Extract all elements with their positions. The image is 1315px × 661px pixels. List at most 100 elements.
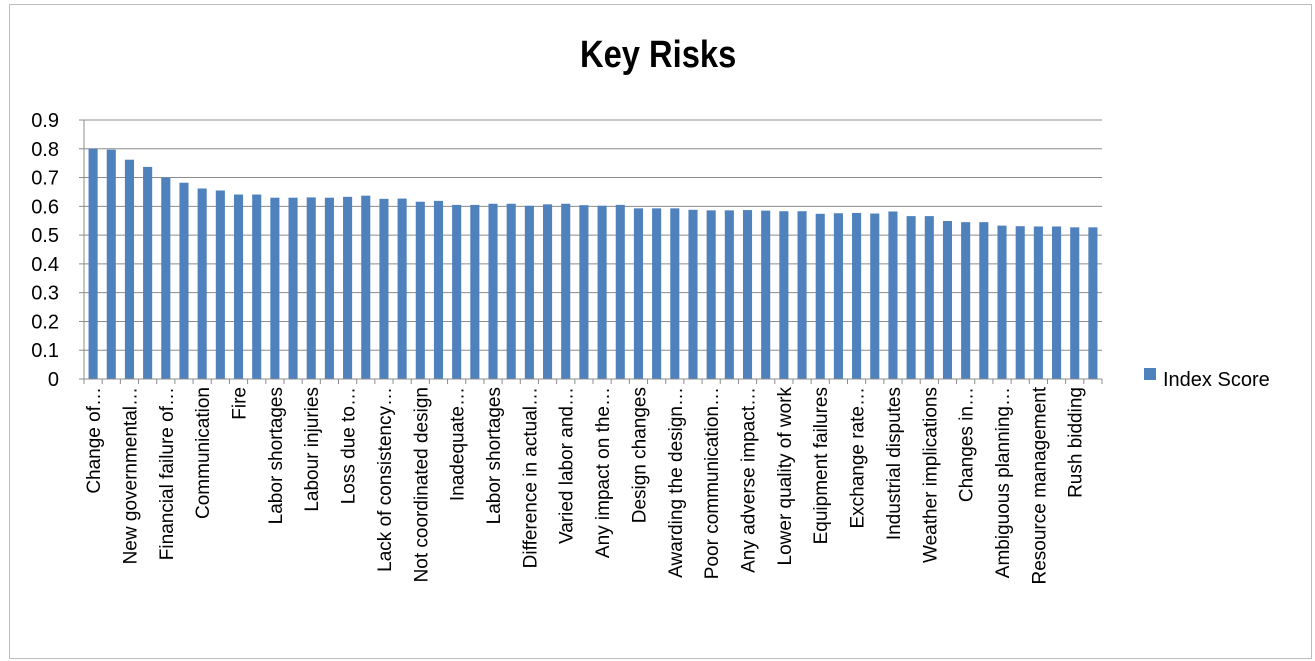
bar <box>106 149 116 379</box>
bar <box>706 210 716 379</box>
x-category-label: Rush bidding <box>1066 387 1087 498</box>
bar <box>452 204 462 379</box>
bar <box>761 210 771 379</box>
x-category-label: Industrial disputes <box>884 387 905 540</box>
x-category-label: Any impact on the… <box>593 387 614 558</box>
x-category-label: Labor shortages <box>484 387 505 524</box>
legend-label: Index Score <box>1163 369 1270 391</box>
x-category-label: Exchange rate… <box>848 387 869 529</box>
bar <box>670 208 680 379</box>
bar <box>306 197 316 379</box>
x-category-label: Any adverse impact… <box>739 387 760 573</box>
x-category-label: Varied labor and… <box>557 387 578 544</box>
bar <box>143 166 153 379</box>
bar <box>833 213 843 379</box>
bar <box>415 201 425 379</box>
x-category-label: New governmental… <box>120 387 141 564</box>
x-category-label: Difference in actual… <box>520 387 541 568</box>
bar <box>597 205 607 379</box>
x-category-label: Weather implications <box>920 387 941 563</box>
bar <box>361 195 371 379</box>
bar <box>197 188 207 379</box>
x-category-label: Not coordinated design <box>411 387 432 582</box>
bar <box>379 198 389 379</box>
bar <box>942 221 953 379</box>
bar <box>742 210 753 379</box>
bar <box>179 182 189 379</box>
y-tick-label: 0.9 <box>31 110 59 132</box>
bar <box>724 210 734 379</box>
y-tick-label: 0.2 <box>31 311 59 333</box>
bar <box>870 213 880 379</box>
bar <box>433 200 444 379</box>
bar <box>979 222 989 379</box>
bar <box>615 204 625 379</box>
bar <box>288 197 298 379</box>
y-tick-label: 0.8 <box>31 139 59 161</box>
x-category-label: Labour injuries <box>302 387 323 512</box>
bar <box>888 211 898 379</box>
bar <box>561 203 571 379</box>
y-tick-label: 0.4 <box>31 254 59 276</box>
bar <box>397 198 407 379</box>
bar <box>1070 227 1080 379</box>
bar <box>324 197 334 379</box>
bar <box>1052 226 1062 379</box>
bar <box>1033 226 1043 379</box>
x-category-label: Labor shortages <box>266 387 287 524</box>
x-category-label: Changes in… <box>957 387 978 502</box>
bar <box>997 225 1007 379</box>
x-category-label: Awarding the design… <box>666 387 687 578</box>
x-category-label: Financial failure of… <box>157 387 178 560</box>
x-category-label: Equipment failures <box>811 387 832 544</box>
y-tick-label: 0.5 <box>31 225 59 247</box>
bars <box>88 148 1098 379</box>
x-category-label: Lack of consistency… <box>375 387 396 572</box>
x-category-label: Ambiguous planning… <box>993 387 1014 578</box>
bar <box>852 212 862 379</box>
bar <box>488 203 498 379</box>
bar <box>252 194 262 379</box>
x-category-label: Loss due to… <box>339 387 360 504</box>
bar <box>633 208 643 379</box>
bar <box>815 213 825 379</box>
x-category-label: Design changes <box>629 387 650 523</box>
x-category-label: Inadequate… <box>448 387 469 501</box>
bar <box>579 205 589 379</box>
bar <box>215 190 225 379</box>
bar <box>270 197 280 379</box>
y-tick-label: 0.7 <box>31 168 59 190</box>
y-tick-label: 0.1 <box>31 340 59 362</box>
x-category-label: Lower quality of work <box>775 387 796 566</box>
x-category-label: Communication <box>193 387 214 519</box>
x-category-label: Resource management <box>1029 386 1050 584</box>
x-axis-category-labels: Change of… New governmental… Financial fai… <box>84 386 1087 584</box>
bar <box>906 216 916 379</box>
bar <box>506 203 516 379</box>
bar <box>652 208 662 379</box>
legend: Index Score <box>1144 368 1270 391</box>
x-category-label: Poor communication… <box>702 387 723 579</box>
bar <box>779 211 789 379</box>
bar <box>524 205 534 379</box>
y-tick-label: 0 <box>48 369 59 391</box>
legend-swatch <box>1144 368 1156 380</box>
bar <box>961 222 971 379</box>
y-axis-tick-labels: 0 0.1 0.2 0.3 0.4 0.5 0.6 0.7 0.8 0.9 <box>31 110 59 391</box>
bar <box>797 211 807 379</box>
bar <box>688 209 698 379</box>
axes <box>79 119 1103 384</box>
bar <box>343 196 353 379</box>
x-category-label: Fire <box>230 387 251 420</box>
bar <box>1088 227 1098 379</box>
bar <box>924 216 934 379</box>
bar <box>1015 226 1025 379</box>
bar <box>543 204 553 379</box>
bar <box>233 194 244 379</box>
chart-title: Key Risks <box>580 34 737 76</box>
bar <box>124 159 134 379</box>
y-tick-label: 0.3 <box>31 283 59 305</box>
bar <box>161 177 171 379</box>
bar <box>470 204 480 379</box>
